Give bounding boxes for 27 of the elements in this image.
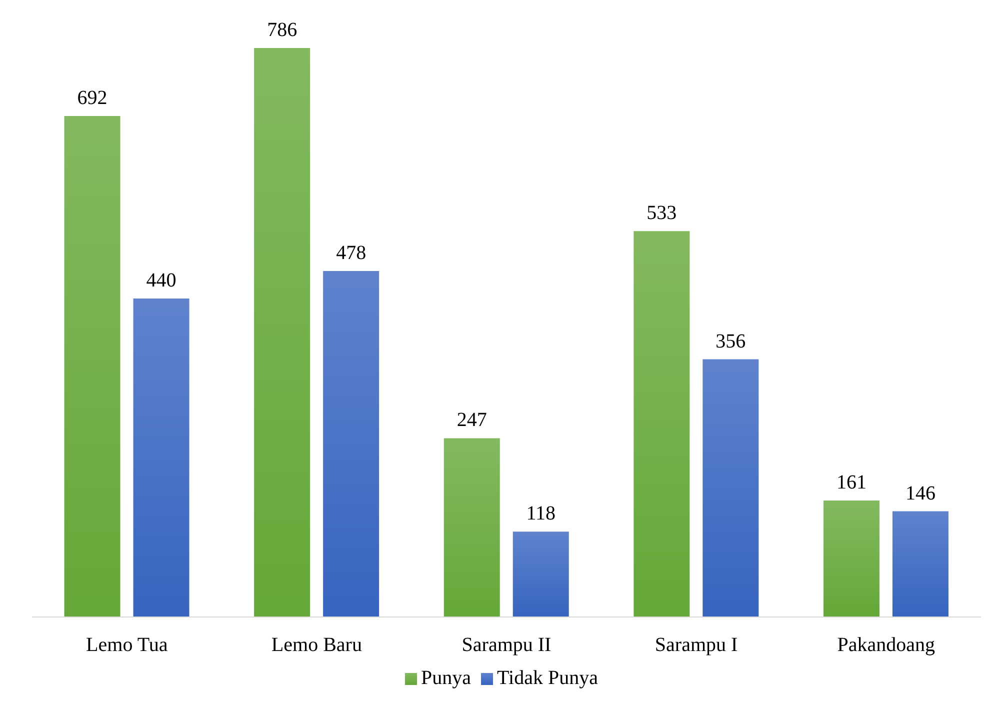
bar xyxy=(892,511,948,617)
x-tick-label: Sarampu I xyxy=(654,634,738,656)
bar xyxy=(634,231,690,617)
data-label: 440 xyxy=(146,269,176,292)
bar xyxy=(64,116,120,617)
data-label: 118 xyxy=(526,502,556,525)
data-label: 146 xyxy=(905,482,936,504)
data-label: 247 xyxy=(456,409,487,432)
bar xyxy=(133,298,190,617)
data-label: 533 xyxy=(646,202,677,224)
data-label: 786 xyxy=(267,19,298,41)
bar xyxy=(702,359,759,617)
bar xyxy=(823,500,880,617)
bar xyxy=(444,438,500,617)
legend-label: Tidak Punya xyxy=(497,667,598,689)
data-label: 692 xyxy=(77,87,108,110)
x-tick-label: Sarampu II xyxy=(462,634,552,656)
data-label: 478 xyxy=(336,242,366,264)
x-tick-label: Pakandoang xyxy=(837,634,935,656)
x-tick-label: Lemo Tua xyxy=(86,634,168,656)
data-label: 356 xyxy=(716,330,746,352)
bar xyxy=(254,48,310,617)
bar xyxy=(512,532,569,617)
data-label: 161 xyxy=(836,471,866,494)
x-tick-label: Lemo Baru xyxy=(271,634,362,656)
legend-label: Punya xyxy=(421,667,472,689)
bar xyxy=(323,270,380,617)
